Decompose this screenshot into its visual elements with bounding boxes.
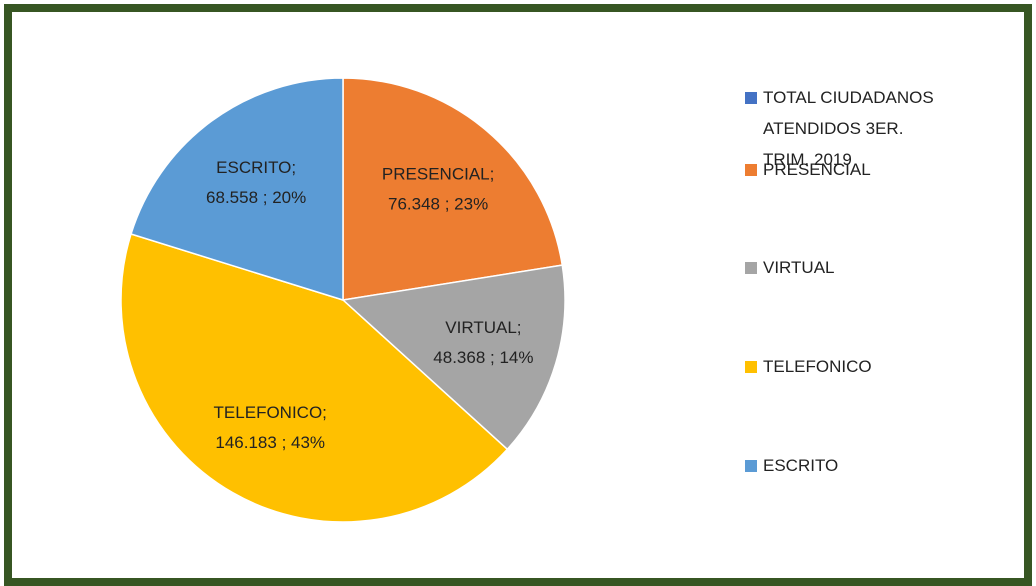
legend-swatch: [745, 262, 757, 274]
data-label: 146.183 ; 43%: [215, 433, 325, 452]
legend-item: ESCRITO: [745, 450, 953, 481]
data-label: VIRTUAL;: [445, 318, 521, 337]
legend-swatch: [745, 92, 757, 104]
data-label: 48.368 ; 14%: [433, 348, 533, 367]
pie-slice: [120, 233, 509, 523]
legend-label: VIRTUAL: [763, 258, 835, 277]
data-label: 76.348 ; 23%: [388, 195, 488, 214]
legend-item: TELEFONICO: [745, 351, 953, 382]
data-label: 68.558 ; 20%: [206, 188, 306, 207]
legend-label: TOTAL CIUDADANOS ATENDIDOS 3ER. TRIM. 20…: [763, 88, 934, 169]
legend-label: TELEFONICO: [763, 357, 872, 376]
pie-slice: [341, 264, 566, 451]
legend-swatch: [745, 164, 757, 176]
legend-label: PRESENCIAL: [763, 160, 871, 179]
legend-label: ESCRITO: [763, 456, 839, 475]
data-label: ESCRITO;: [216, 158, 296, 177]
legend-item: VIRTUAL: [745, 252, 953, 283]
frame: [4, 4, 1032, 586]
legend-item: TOTAL CIUDADANOS ATENDIDOS 3ER. TRIM. 20…: [745, 82, 953, 175]
data-label: PRESENCIAL;: [382, 165, 494, 184]
legend-swatch: [745, 460, 757, 472]
pie-slice: [342, 77, 564, 301]
legend-swatch: [745, 361, 757, 373]
legend-item: PRESENCIAL: [745, 154, 953, 185]
data-label: TELEFONICO;: [214, 403, 327, 422]
pie-slice: [130, 77, 344, 302]
